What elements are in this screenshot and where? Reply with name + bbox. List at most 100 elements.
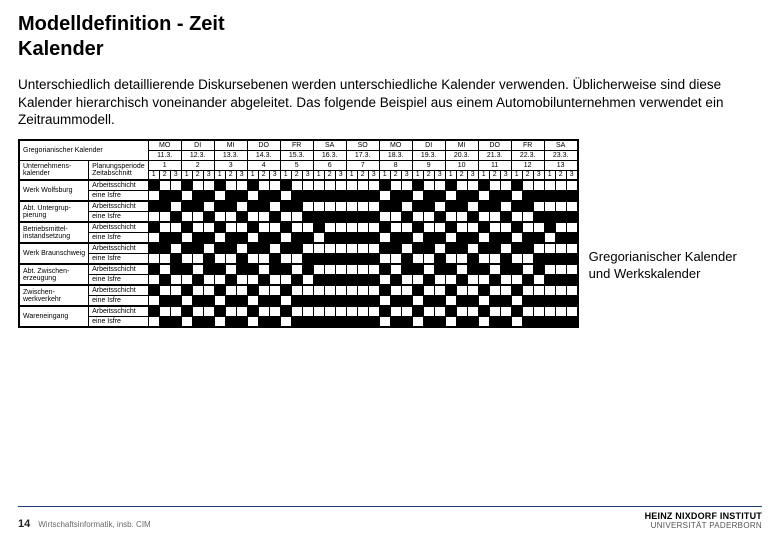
calendar-cell (456, 306, 467, 317)
calendar-cell (566, 285, 577, 296)
calendar-cell (335, 275, 346, 286)
calendar-cell (368, 264, 379, 275)
calendar-cell (423, 296, 434, 307)
calendar-cell (357, 222, 368, 233)
calendar-cell (269, 306, 280, 317)
calendar-cell (379, 264, 390, 275)
calendar-cell (566, 264, 577, 275)
calendar-cell (170, 296, 181, 307)
calendar-cell (269, 243, 280, 254)
calendar-cell (555, 285, 566, 296)
calendar-cell (379, 222, 390, 233)
day-header: DI (181, 140, 214, 150)
calendar-cell (346, 275, 357, 286)
calendar-cell (335, 306, 346, 317)
calendar-cell (335, 264, 346, 275)
calendar-cell (159, 254, 170, 265)
calendar-cell (401, 275, 412, 286)
calendar-cell (291, 317, 302, 327)
calendar-cell (445, 233, 456, 244)
calendar-cell (214, 254, 225, 265)
calendar-cell (566, 212, 577, 223)
subperiod-header: 3 (236, 170, 247, 180)
calendar-cell (390, 285, 401, 296)
calendar-cell (280, 212, 291, 223)
calendar-cell (324, 296, 335, 307)
calendar-cell (148, 254, 159, 265)
calendar-cell (324, 212, 335, 223)
footer-rule (18, 506, 762, 507)
day-header: MI (445, 140, 478, 150)
calendar-cell (467, 264, 478, 275)
calendar-cell (247, 264, 258, 275)
calendar-cell (511, 212, 522, 223)
calendar-cell (522, 275, 533, 286)
calendar-cell (291, 285, 302, 296)
subperiod-header: 3 (401, 170, 412, 180)
calendar-cell (192, 191, 203, 202)
calendar-cell (412, 233, 423, 244)
calendar-cell (401, 243, 412, 254)
calendar-cell (566, 180, 577, 191)
calendar-cell (456, 275, 467, 286)
calendar-cell (445, 254, 456, 265)
calendar-cell (192, 285, 203, 296)
calendar-cell (324, 233, 335, 244)
calendar-cell (544, 233, 555, 244)
calendar-cell (511, 254, 522, 265)
calendar-cell (412, 296, 423, 307)
calendar-cell (170, 212, 181, 223)
calendar-cell (236, 191, 247, 202)
calendar-cell (467, 222, 478, 233)
calendar-cell (566, 243, 577, 254)
calendar-cell (478, 296, 489, 307)
row-label: Arbeitsschicht (89, 306, 149, 317)
calendar-cell (489, 275, 500, 286)
subperiod-header: 2 (357, 170, 368, 180)
calendar-cell (511, 285, 522, 296)
calendar-cell (401, 296, 412, 307)
calendar-cell (544, 201, 555, 212)
calendar-cell (456, 296, 467, 307)
calendar-cell (434, 264, 445, 275)
calendar-cell (269, 201, 280, 212)
calendar-cell (258, 222, 269, 233)
calendar-cell (434, 254, 445, 265)
calendar-cell (247, 180, 258, 191)
period-header: 10 (445, 160, 478, 170)
calendar-cell (280, 243, 291, 254)
calendar-cell (181, 201, 192, 212)
calendar-cell (368, 201, 379, 212)
calendar-cell (269, 285, 280, 296)
calendar-cell (379, 296, 390, 307)
calendar-cell (236, 275, 247, 286)
calendar-cell (181, 180, 192, 191)
plan-left-label: Unternehmens-kalender (20, 160, 89, 180)
calendar-cell (324, 180, 335, 191)
calendar-cell (522, 243, 533, 254)
calendar-cell (357, 254, 368, 265)
date-header: 12.3. (181, 150, 214, 160)
calendar-cell (291, 254, 302, 265)
calendar-cell (489, 317, 500, 327)
date-header: 17.3. (346, 150, 379, 160)
calendar-cell (390, 275, 401, 286)
calendar-cell (456, 243, 467, 254)
period-header: 6 (313, 160, 346, 170)
calendar-cell (533, 212, 544, 223)
calendar-cell (555, 264, 566, 275)
calendar-cell (434, 243, 445, 254)
calendar-cell (423, 191, 434, 202)
calendar-cell (489, 180, 500, 191)
calendar-cell (467, 191, 478, 202)
calendar-cell (247, 212, 258, 223)
calendar-cell (456, 285, 467, 296)
calendar-cell (148, 191, 159, 202)
row-label: eine Isfre (89, 212, 149, 223)
calendar-cell (159, 191, 170, 202)
period-header: 11 (478, 160, 511, 170)
calendar-cell (390, 243, 401, 254)
calendar-cell (500, 233, 511, 244)
calendar-cell (313, 233, 324, 244)
calendar-cell (236, 285, 247, 296)
